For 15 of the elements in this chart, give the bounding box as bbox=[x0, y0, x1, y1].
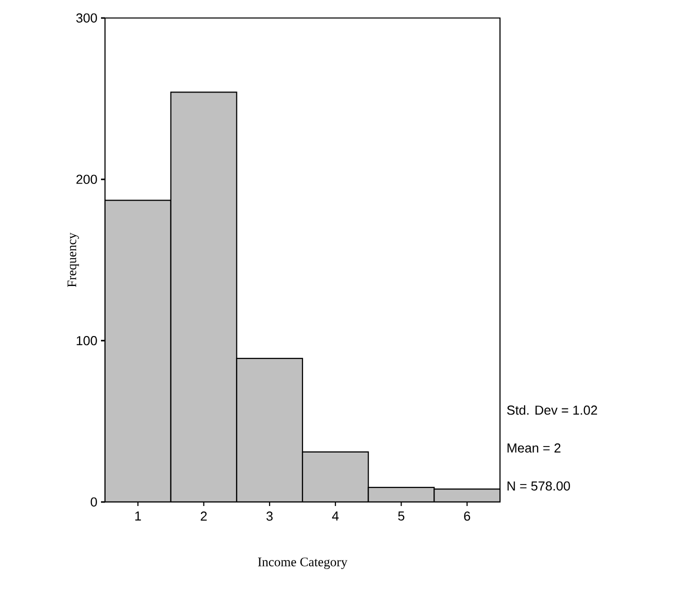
x-tick-label: 2 bbox=[200, 512, 207, 521]
y-tick-label: 100 bbox=[76, 336, 97, 346]
x-axis-title: Income Category bbox=[258, 558, 348, 569]
x-tick-label: 3 bbox=[266, 512, 273, 521]
text: N = 578.00 bbox=[508, 481, 570, 491]
text: Std. Dev = 1.02 bbox=[507, 405, 598, 415]
x-tick-label: 6 bbox=[464, 512, 470, 521]
y-tick-label: 0 bbox=[90, 497, 97, 507]
y-tick-label: 200 bbox=[76, 174, 97, 184]
x-tick-label: 4 bbox=[332, 512, 339, 520]
y-tick-label: 300 bbox=[76, 13, 97, 23]
y-axis-title: Frequency bbox=[68, 232, 79, 288]
x-tick-label: 1 bbox=[135, 512, 141, 520]
text: Mean = 2 bbox=[508, 443, 560, 453]
x-tick-label: 5 bbox=[398, 512, 404, 521]
